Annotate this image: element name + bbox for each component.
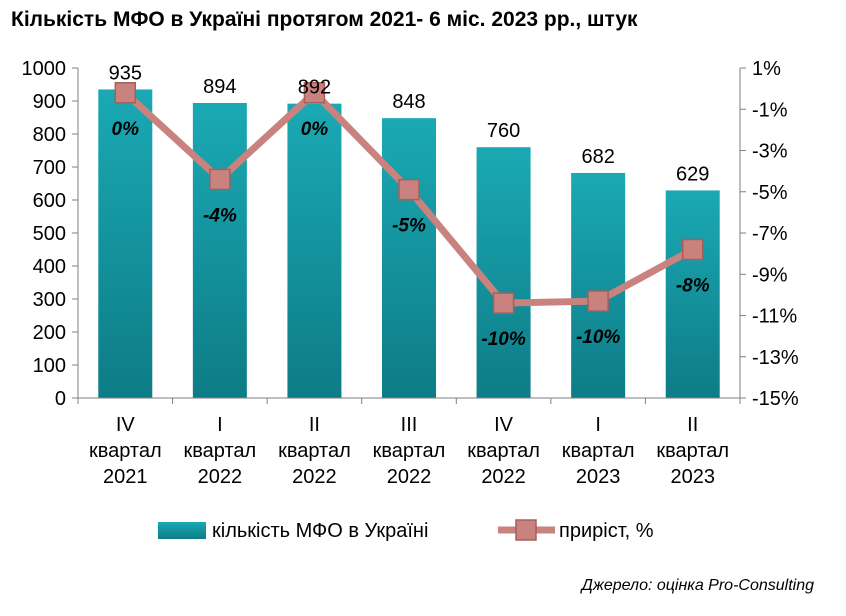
x-tick-label: IV квартал 2022	[467, 414, 540, 488]
bar-value-label: 848	[392, 91, 425, 113]
x-tick-label: IV квартал 2021	[89, 414, 162, 488]
y-left-tick-label: 800	[33, 124, 66, 146]
bar-value-label: 629	[676, 163, 709, 185]
growth-marker	[398, 178, 420, 201]
growth-value-label: -5%	[392, 216, 426, 237]
bar	[382, 118, 436, 398]
y-left-tick-label: 300	[33, 289, 66, 311]
growth-value-label: -10%	[576, 327, 620, 348]
bar	[98, 89, 153, 398]
x-tick-label: III квартал 2022	[373, 414, 446, 488]
growth-value-label: -10%	[481, 329, 525, 350]
y-left-tick-label: 0	[55, 388, 66, 410]
legend-label-bars: кількість МФО в Україні	[212, 520, 428, 542]
bar	[476, 147, 531, 398]
y-left-tick-label: 900	[33, 91, 66, 113]
bar-value-label: 935	[109, 62, 142, 84]
y-right-tick-label: 1%	[752, 58, 781, 80]
growth-value-label: 0%	[301, 119, 329, 140]
growth-value-label: -4%	[203, 205, 237, 226]
bar	[665, 190, 720, 398]
y-right-tick-label: -9%	[752, 264, 788, 286]
growth-value-label: -8%	[676, 276, 710, 297]
y-left-tick-label: 700	[33, 157, 66, 179]
legend-swatch-marker	[515, 519, 537, 541]
x-tick-label: II квартал 2022	[278, 414, 351, 488]
y-right-tick-label: -11%	[752, 306, 797, 328]
chart-title: Кількість МФО в Україні протягом 2021- 6…	[11, 8, 638, 31]
y-left-tick-label: 400	[33, 256, 66, 278]
bar-value-label: 760	[487, 120, 520, 142]
x-tick-label: II квартал 2023	[656, 414, 729, 488]
growth-marker	[587, 290, 609, 312]
y-left-tick-label: 600	[33, 190, 66, 212]
bar	[571, 172, 626, 398]
bar-value-label: 682	[581, 146, 614, 168]
y-right-tick-label: -15%	[752, 388, 799, 410]
source-note: Джерело: оцінка Pro-Consulting	[581, 577, 814, 594]
y-left-tick-label: 200	[33, 322, 66, 344]
y-left-tick-label: 500	[33, 223, 66, 245]
growth-marker	[303, 82, 326, 104]
y-left-tick-label: 1000	[22, 58, 67, 80]
y-right-tick-label: -13%	[752, 347, 799, 369]
bar	[287, 103, 342, 398]
bar-value-label: 892	[298, 77, 331, 99]
legend-swatch-bars	[158, 522, 206, 539]
growth-marker	[114, 82, 137, 104]
legend-label-line: приріст, %	[559, 520, 654, 542]
y-right-tick-label: -1%	[752, 99, 788, 121]
y-right-tick-label: -5%	[752, 182, 788, 204]
growth-marker	[209, 168, 231, 191]
y-right-tick-label: -7%	[752, 223, 788, 245]
y-right-tick-label: -3%	[752, 141, 788, 163]
y-left-tick-label: 100	[33, 355, 66, 377]
growth-value-label: 0%	[112, 119, 140, 140]
growth-marker	[492, 292, 515, 314]
bar	[192, 102, 247, 398]
bar-value-label: 894	[203, 76, 236, 98]
growth-marker	[681, 238, 704, 261]
